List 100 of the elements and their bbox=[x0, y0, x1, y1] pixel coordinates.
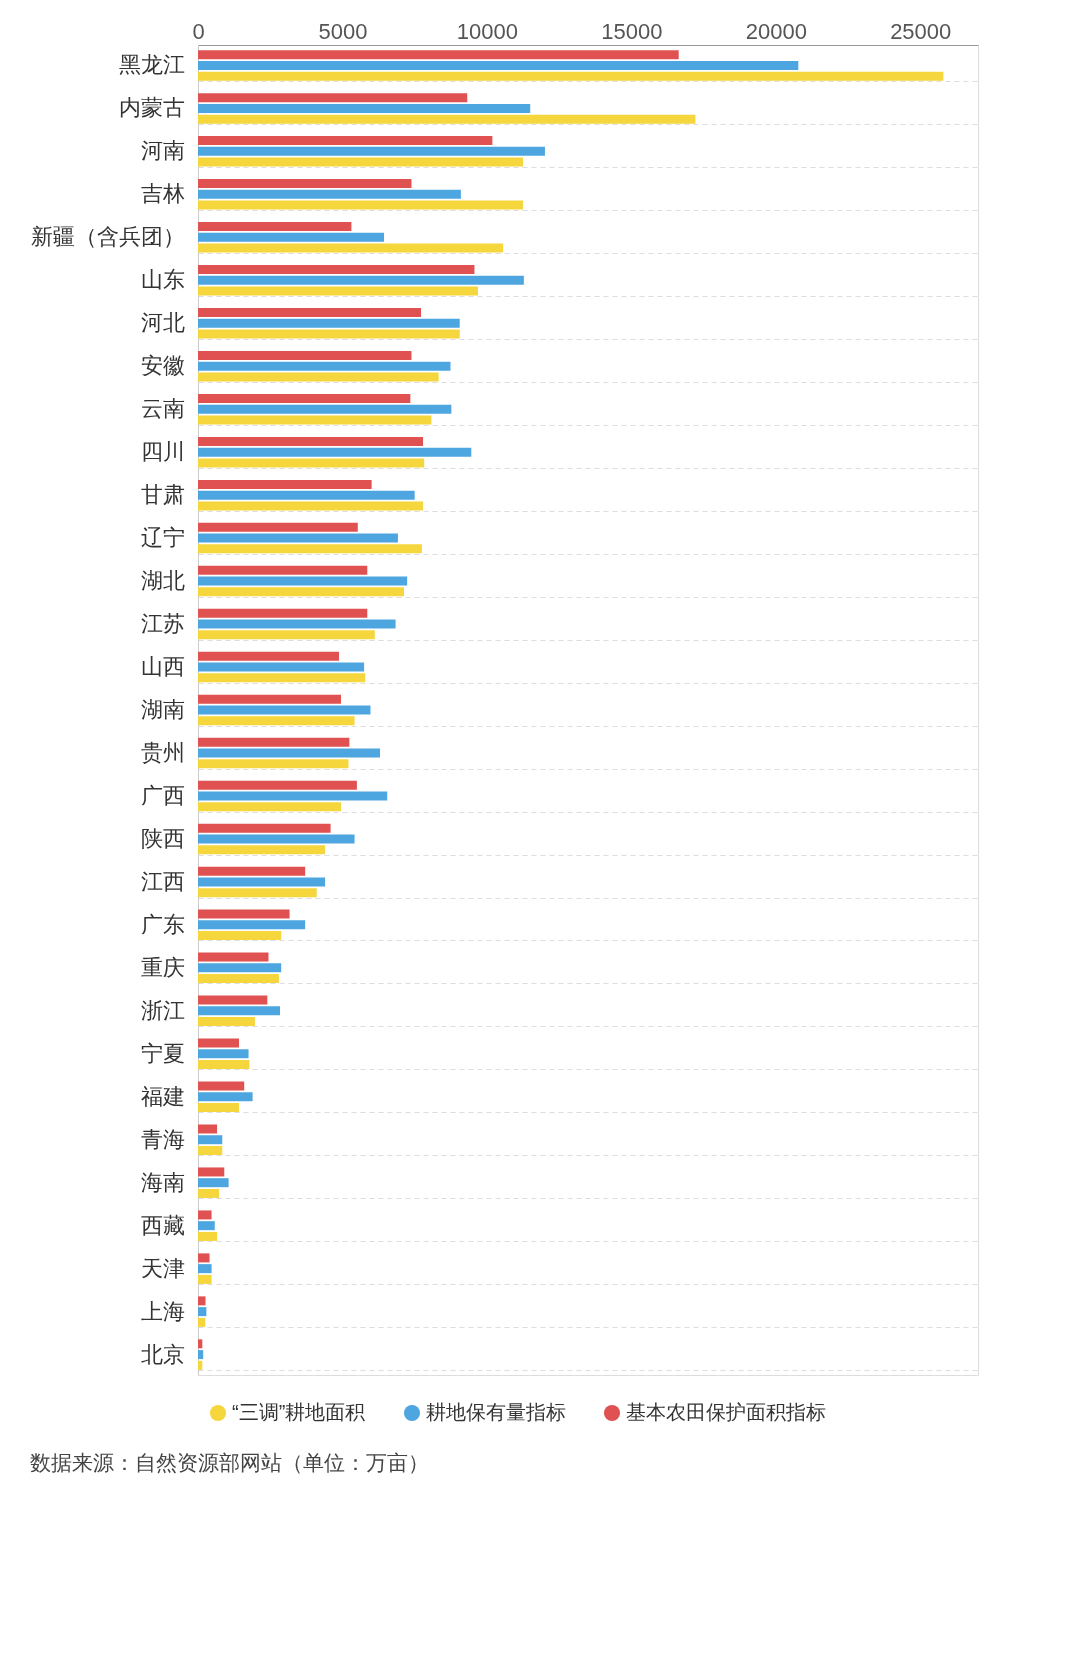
bar bbox=[198, 404, 452, 414]
bar bbox=[198, 189, 461, 199]
bar bbox=[198, 50, 679, 60]
bar bbox=[198, 1049, 249, 1059]
y-tick-label: 江苏 bbox=[140, 611, 185, 637]
bar bbox=[198, 1296, 206, 1306]
y-tick-label: 湖南 bbox=[140, 697, 185, 722]
bar bbox=[198, 243, 504, 253]
bar bbox=[198, 533, 398, 543]
legend-label: 基本农田保护面积指标 bbox=[626, 1401, 826, 1423]
bar bbox=[198, 845, 326, 855]
bar bbox=[198, 759, 349, 769]
bar bbox=[198, 748, 380, 758]
bar bbox=[198, 673, 366, 683]
bar bbox=[198, 146, 545, 156]
x-tick-label: 10000 bbox=[456, 18, 518, 44]
y-tick-label: 福建 bbox=[140, 1083, 185, 1109]
bar bbox=[198, 737, 350, 747]
y-tick-label: 海南 bbox=[140, 1169, 185, 1195]
y-tick-label: 湖北 bbox=[140, 568, 185, 594]
bar bbox=[198, 630, 375, 640]
bar bbox=[198, 1081, 245, 1091]
bar bbox=[198, 71, 944, 81]
y-tick-label: 河南 bbox=[140, 138, 185, 164]
bar bbox=[198, 1274, 212, 1284]
bar bbox=[198, 920, 306, 930]
bar bbox=[198, 1060, 250, 1070]
bar bbox=[198, 587, 404, 597]
bar bbox=[198, 501, 424, 511]
bar bbox=[198, 608, 368, 618]
bar bbox=[198, 1135, 223, 1145]
bar bbox=[198, 1145, 223, 1155]
bar bbox=[198, 60, 799, 70]
legend-label: “三调”耕地面积 bbox=[232, 1401, 366, 1423]
bar bbox=[198, 447, 472, 457]
legend-label: 耕地保有量指标 bbox=[426, 1401, 566, 1423]
bar bbox=[198, 1339, 203, 1349]
y-tick-label: 辽宁 bbox=[140, 525, 185, 551]
bar bbox=[198, 103, 531, 113]
bar bbox=[198, 522, 358, 532]
y-tick-label: 上海 bbox=[140, 1298, 185, 1324]
y-tick-label: 陕西 bbox=[140, 825, 185, 851]
bar bbox=[198, 995, 268, 1005]
bar bbox=[198, 705, 371, 715]
y-tick-label: 重庆 bbox=[140, 954, 185, 980]
bar bbox=[198, 1124, 218, 1134]
bar bbox=[198, 479, 372, 489]
bar bbox=[198, 1221, 215, 1231]
bar bbox=[198, 329, 460, 339]
bar bbox=[198, 415, 432, 425]
bar bbox=[198, 576, 408, 586]
y-tick-label: 河北 bbox=[140, 310, 185, 336]
bar bbox=[198, 93, 468, 103]
bar bbox=[198, 952, 269, 962]
bar bbox=[198, 716, 355, 726]
bar bbox=[198, 275, 524, 285]
x-tick-label: 5000 bbox=[318, 18, 368, 44]
bar bbox=[198, 1264, 212, 1274]
bar bbox=[198, 834, 355, 844]
bar bbox=[198, 1350, 204, 1360]
bar bbox=[198, 565, 368, 575]
bar bbox=[198, 1178, 229, 1188]
y-tick-label: 山西 bbox=[140, 654, 185, 680]
bar bbox=[198, 1017, 255, 1027]
bar bbox=[198, 232, 385, 242]
bar bbox=[198, 179, 412, 189]
bar bbox=[198, 823, 331, 833]
bar bbox=[198, 222, 352, 232]
y-tick-label: 浙江 bbox=[140, 997, 185, 1023]
y-tick-label: 山东 bbox=[140, 267, 185, 293]
bar bbox=[198, 490, 415, 500]
y-tick-label: 内蒙古 bbox=[118, 95, 185, 121]
y-tick-label: 安徽 bbox=[140, 353, 185, 379]
source-note: 数据来源：自然资源部网站（单位：万亩） bbox=[30, 1451, 429, 1474]
bar bbox=[198, 963, 282, 973]
bar bbox=[198, 931, 282, 941]
bar bbox=[198, 651, 339, 661]
y-tick-label: 吉林 bbox=[140, 181, 185, 207]
bar bbox=[198, 662, 365, 672]
bar bbox=[198, 318, 460, 328]
bar bbox=[198, 1188, 220, 1198]
bar bbox=[198, 436, 424, 446]
y-tick-label: 新疆（含兵团） bbox=[30, 224, 185, 250]
bar bbox=[198, 458, 425, 468]
y-tick-label: 广西 bbox=[140, 782, 185, 808]
bar bbox=[198, 877, 326, 887]
bar bbox=[198, 136, 493, 146]
bar bbox=[198, 308, 422, 317]
bar bbox=[198, 1360, 203, 1370]
bar bbox=[198, 1253, 210, 1263]
bar bbox=[198, 114, 696, 124]
bar bbox=[198, 780, 357, 790]
y-tick-label: 北京 bbox=[140, 1341, 185, 1367]
bar bbox=[198, 544, 422, 554]
bar bbox=[198, 200, 523, 210]
bar bbox=[198, 265, 475, 275]
y-tick-label: 宁夏 bbox=[140, 1040, 185, 1066]
bar bbox=[198, 1307, 207, 1317]
bar bbox=[198, 1317, 206, 1327]
bar bbox=[198, 619, 396, 629]
